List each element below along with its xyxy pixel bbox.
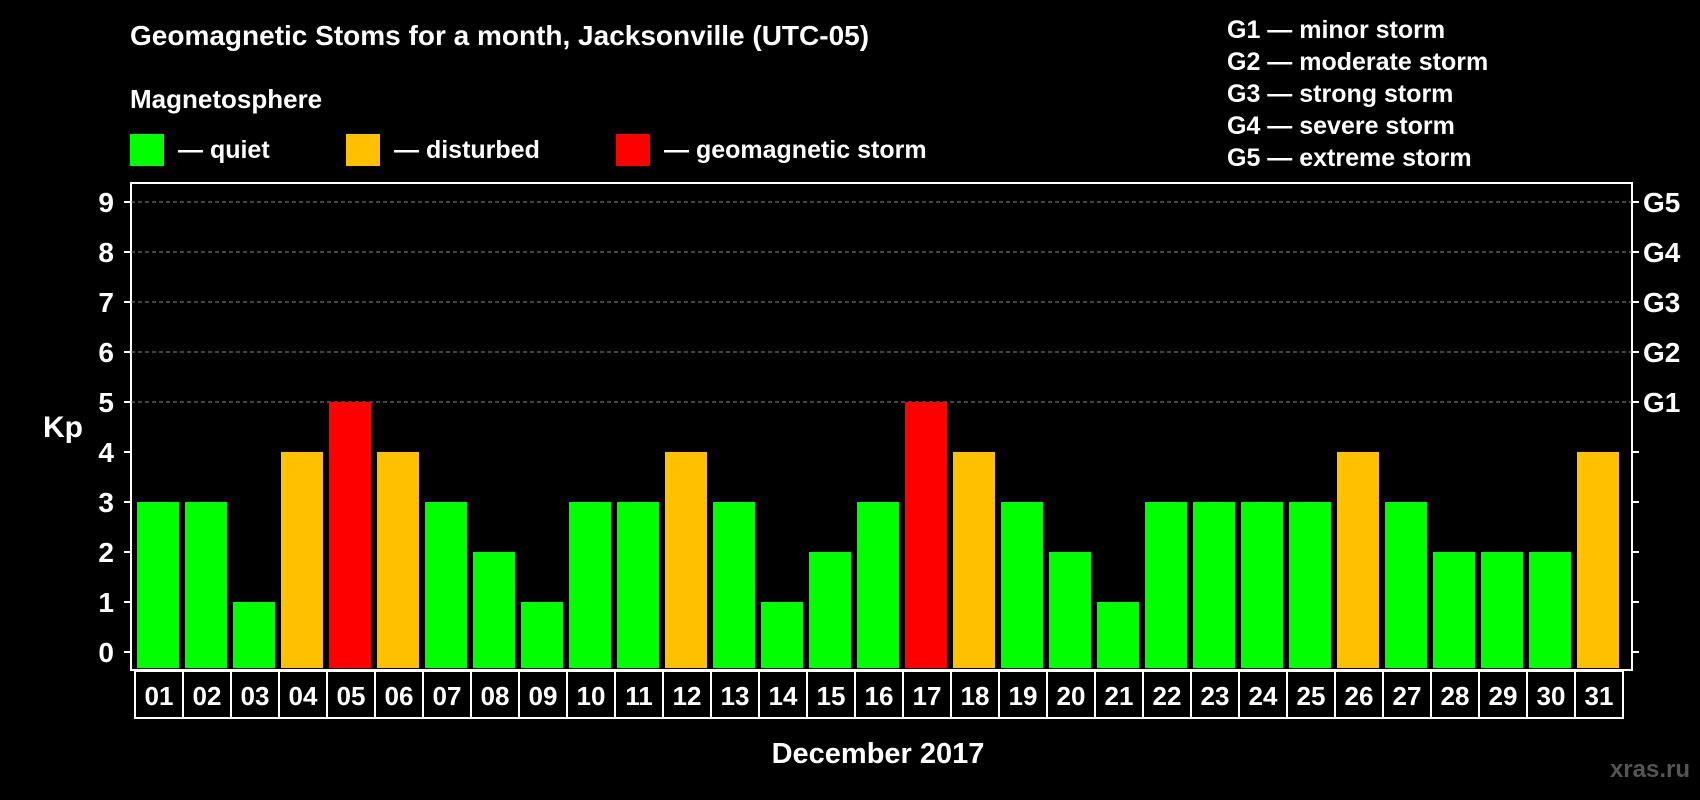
x-tick-label: 13	[721, 681, 750, 711]
bar	[185, 502, 227, 668]
x-tick-label: 12	[673, 681, 702, 711]
x-tick-label: 25	[1297, 681, 1326, 711]
x-tick-label: 11	[625, 681, 653, 711]
g-level-item: G4 — severe storm	[1227, 112, 1455, 140]
x-tick-label: 15	[817, 681, 846, 711]
bar	[569, 502, 611, 668]
y-axis-label: Kp	[43, 411, 83, 444]
x-tick-label: 24	[1249, 681, 1278, 711]
category-label-frame	[134, 670, 1624, 719]
bar	[1577, 452, 1619, 668]
bar	[953, 452, 995, 668]
legend-label-quiet: — quiet	[178, 136, 270, 164]
legend-swatch-storm	[616, 134, 650, 166]
y-tick-label: 3	[98, 487, 114, 518]
bar	[329, 402, 371, 668]
x-tick-label: 20	[1057, 681, 1086, 711]
x-tick-label: 03	[241, 681, 270, 711]
bar	[1337, 452, 1379, 668]
bar	[1001, 502, 1043, 668]
chart-title: Geomagnetic Stoms for a month, Jacksonvi…	[130, 20, 870, 51]
x-tick-label: 29	[1489, 681, 1518, 711]
bar	[473, 552, 515, 668]
bar	[857, 502, 899, 668]
right-axis-label: G2	[1643, 337, 1680, 368]
bar	[1289, 502, 1331, 668]
g-level-item: G3 — strong storm	[1227, 80, 1454, 108]
right-axis-label: G3	[1643, 287, 1680, 318]
x-tick-label: 05	[337, 681, 366, 711]
bar	[665, 452, 707, 668]
y-tick-label: 5	[98, 387, 114, 418]
x-tick-label: 04	[289, 681, 318, 711]
legend-swatch-quiet	[130, 134, 164, 166]
legend-label-disturbed: — disturbed	[394, 136, 540, 164]
bar	[1049, 552, 1091, 668]
legend-label-storm: — geomagnetic storm	[664, 136, 927, 164]
x-tick-label: 31	[1585, 681, 1614, 711]
x-tick-label: 08	[481, 681, 510, 711]
g-level-item: G5 — extreme storm	[1227, 144, 1472, 172]
y-tick-label: 7	[98, 287, 114, 318]
chart-subtitle: Magnetosphere	[130, 84, 323, 114]
right-axis-label: G5	[1643, 187, 1680, 218]
bar	[617, 502, 659, 668]
legend-item-disturbed: — disturbed	[346, 134, 540, 166]
legend-item-quiet: — quiet	[130, 134, 270, 166]
bar	[761, 602, 803, 668]
y-tick-label: 6	[98, 337, 114, 368]
right-axis-label: G4	[1643, 237, 1681, 268]
y-tick-label: 2	[98, 537, 114, 568]
x-tick-label: 26	[1345, 681, 1374, 711]
x-tick-label: 30	[1537, 681, 1566, 711]
y-tick-label: 1	[98, 587, 114, 618]
bar	[521, 602, 563, 668]
x-tick-label: 14	[769, 681, 798, 711]
legend-item-storm: — geomagnetic storm	[616, 134, 927, 166]
bar	[1097, 602, 1139, 668]
bar	[1145, 502, 1187, 668]
bar	[809, 552, 851, 668]
bar	[233, 602, 275, 668]
x-tick-label: 27	[1393, 681, 1422, 711]
bar	[1385, 502, 1427, 668]
x-tick-label: 09	[529, 681, 558, 711]
x-tick-label: 06	[385, 681, 414, 711]
bar	[281, 452, 323, 668]
bar	[377, 452, 419, 668]
x-tick-label: 10	[577, 681, 606, 711]
x-tick-label: 23	[1201, 681, 1230, 711]
x-tick-label: 22	[1153, 681, 1182, 711]
legend-swatch-disturbed	[346, 134, 380, 166]
bar	[1193, 502, 1235, 668]
watermark: xras.ru	[1609, 756, 1690, 783]
y-tick-label: 9	[98, 187, 114, 218]
right-axis-label: G1	[1643, 387, 1680, 418]
x-tick-label: 01	[145, 681, 174, 711]
g-level-item: G1 — minor storm	[1227, 16, 1446, 44]
bar	[1481, 552, 1523, 668]
g-level-legend: G1 — minor storm G2 — moderate storm G3 …	[1227, 14, 1488, 174]
g-level-item: G2 — moderate storm	[1227, 48, 1489, 76]
y-tick-label: 4	[98, 437, 114, 468]
x-tick-label: 07	[433, 681, 462, 711]
bar	[1241, 502, 1283, 668]
bar	[905, 402, 947, 668]
x-tick-label: 17	[913, 681, 942, 711]
x-tick-label: 02	[193, 681, 222, 711]
bar	[1529, 552, 1571, 668]
bar	[1433, 552, 1475, 668]
x-tick-label: 18	[961, 681, 990, 711]
x-tick-label: 19	[1009, 681, 1038, 711]
x-tick-label: 28	[1441, 681, 1470, 711]
x-tick-label: 16	[865, 681, 894, 711]
bar	[137, 502, 179, 668]
bar	[713, 502, 755, 668]
bar	[425, 502, 467, 668]
x-tick-label: 21	[1105, 681, 1134, 711]
x-axis-label: December 2017	[772, 738, 985, 770]
y-tick-label: 0	[98, 637, 114, 668]
y-tick-label: 8	[98, 237, 114, 268]
